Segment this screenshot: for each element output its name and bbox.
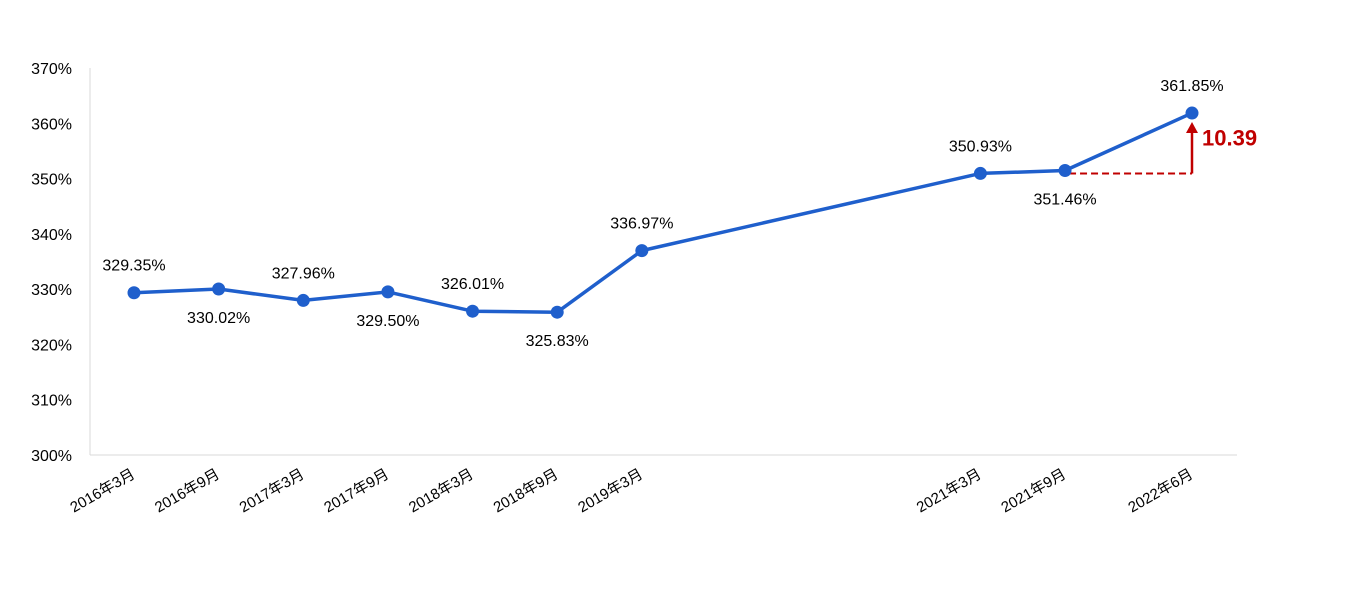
x-tick-label: 2018年3月 (406, 466, 477, 517)
series-group (127, 106, 1199, 319)
x-tick-label: 2021年9月 (998, 466, 1069, 517)
data-labels: 329.35% 330.02% 327.96% 329.50% 326.01% 325.8… (102, 78, 1223, 350)
data-point (550, 305, 564, 319)
data-point (296, 293, 310, 307)
data-label: 336.97% (610, 216, 673, 233)
data-point (1058, 163, 1072, 177)
y-tick-label: 300% (31, 448, 72, 465)
x-tick-label: 2018年9月 (491, 466, 562, 517)
x-tick-label: 2019年3月 (575, 466, 646, 517)
data-point (127, 286, 141, 300)
data-point (466, 304, 480, 318)
data-label: 351.46% (1033, 191, 1096, 208)
x-tick-label: 2021年3月 (914, 466, 985, 517)
data-point (973, 166, 987, 180)
data-label: 330.02% (187, 310, 250, 327)
x-tick-label: 2016年9月 (152, 466, 223, 517)
y-tick-label: 330% (31, 282, 72, 299)
data-label: 361.85% (1160, 78, 1223, 95)
y-tick-label: 340% (31, 227, 72, 244)
x-tick-label: 2017年9月 (321, 466, 392, 517)
annotation-arrow-head (1186, 122, 1198, 134)
data-label: 329.50% (356, 313, 419, 330)
y-tick-label: 350% (31, 172, 72, 189)
annotation-label: 10.39 (1202, 125, 1257, 150)
data-point (212, 282, 226, 296)
data-label: 325.83% (526, 333, 589, 350)
series-line (132, 111, 1194, 314)
y-tick-label: 360% (31, 116, 72, 133)
y-tick-label: 370% (31, 61, 72, 78)
data-label: 327.96% (272, 265, 335, 282)
x-tick-label: 2017年3月 (237, 466, 308, 517)
x-tick-label: 2022年6月 (1125, 466, 1196, 517)
y-tick-label: 320% (31, 337, 72, 354)
axes (89, 68, 1237, 456)
y-tick-label: 310% (31, 393, 72, 410)
data-label: 326.01% (441, 276, 504, 293)
difference-annotation: 10.39 (1069, 122, 1257, 175)
x-axis-ticks: 2016年3月 2016年9月 2017年3月 2017年9月 2018年3月 2018年… (67, 466, 1196, 517)
data-label: 350.93% (949, 138, 1012, 155)
x-tick-label: 2016年3月 (67, 466, 138, 517)
data-point (1185, 106, 1199, 120)
y-axis-ticks: 300% 310% 320% 330% 340% 350% 360% 370% (31, 61, 72, 465)
data-point (635, 244, 649, 258)
data-point (381, 285, 395, 299)
data-label: 329.35% (102, 258, 165, 275)
